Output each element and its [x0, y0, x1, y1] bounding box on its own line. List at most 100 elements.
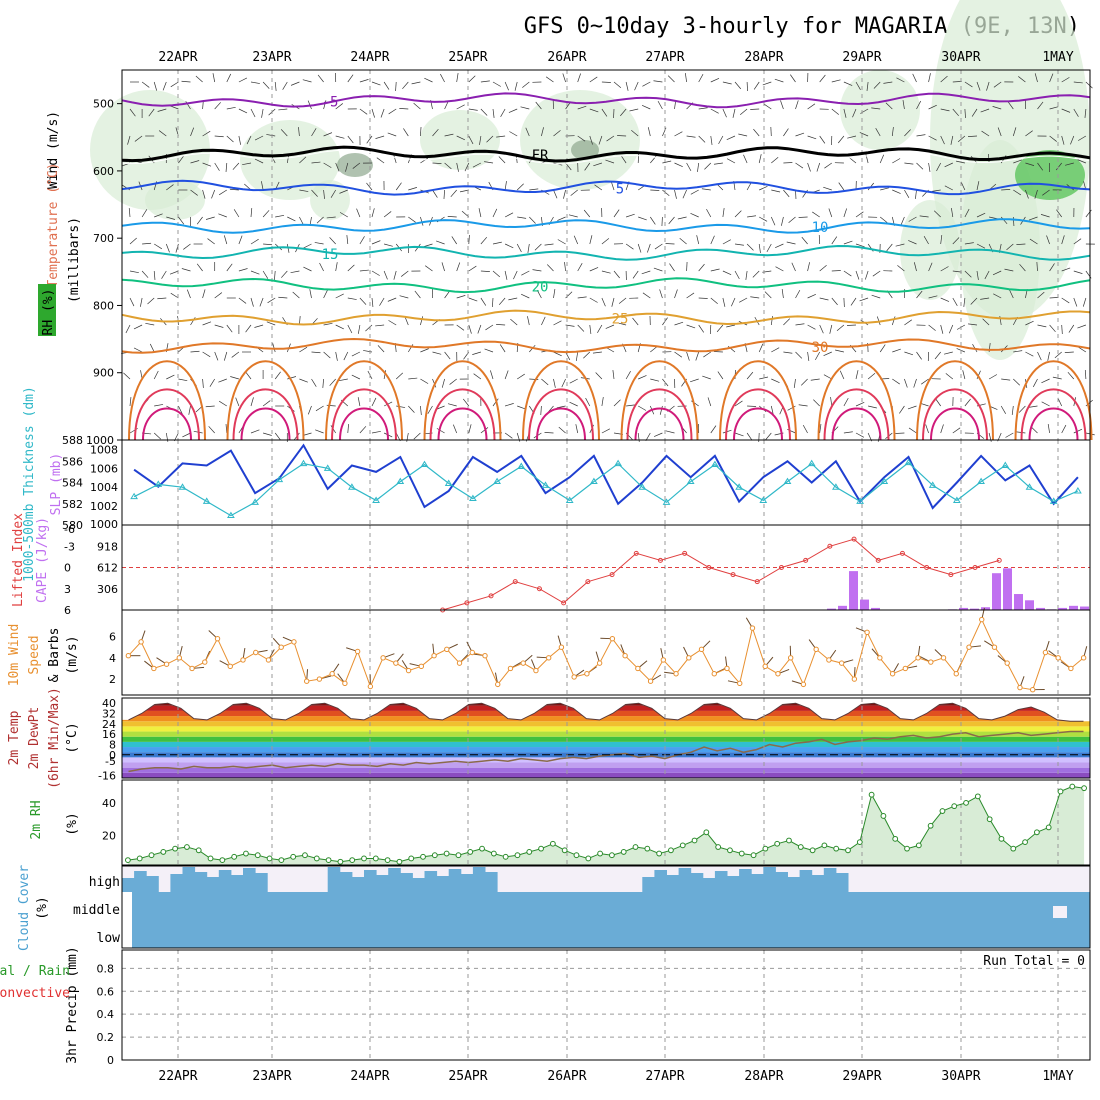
wind-tick: 4	[109, 652, 116, 665]
wind-barb	[928, 135, 937, 141]
wind-barb	[698, 135, 706, 143]
wind-barb	[196, 263, 203, 272]
wind-speed-marker	[469, 649, 475, 656]
wind-speed-marker	[864, 629, 870, 636]
rh-marker	[278, 857, 285, 863]
wind-barb	[504, 432, 513, 439]
wind-barb	[606, 135, 615, 142]
wind-barb	[795, 162, 804, 169]
wind-speed-marker	[418, 663, 425, 670]
wind-barb	[565, 351, 571, 361]
wind-barb	[145, 322, 155, 326]
wind-barb	[734, 270, 740, 280]
li-marker	[875, 557, 881, 563]
wind-barb	[134, 135, 143, 142]
wind-barb	[383, 211, 392, 218]
wind-barb	[468, 234, 470, 245]
rh-marker	[1045, 824, 1052, 831]
wind-barb	[752, 270, 760, 278]
wind-barb	[311, 378, 317, 387]
wind-speed-marker	[380, 655, 386, 661]
wind-barb	[1061, 235, 1065, 245]
wind-barb	[399, 295, 409, 299]
cloud-high-bar	[799, 870, 813, 892]
wind-barb	[1064, 351, 1074, 353]
wind-barb	[141, 270, 149, 278]
rh-marker	[538, 845, 544, 852]
wind-barb	[432, 351, 442, 355]
wind-barb	[1037, 162, 1044, 171]
cloud-high-bar	[122, 878, 135, 892]
wind-barb	[843, 397, 849, 407]
wind-barb	[546, 264, 554, 272]
wind-barb	[843, 270, 852, 277]
wind-barb	[420, 348, 429, 353]
dewpt-line	[128, 730, 1084, 773]
precip-legend-total: Total / Rain	[0, 964, 70, 979]
wind-barb	[1018, 405, 1026, 413]
wind-barb	[1061, 77, 1070, 83]
wind-barb	[319, 262, 324, 272]
slp-marker	[1074, 487, 1082, 494]
wind-barb	[758, 154, 762, 164]
wind-barb	[617, 322, 627, 326]
wind-barb	[964, 270, 972, 278]
wind-speed-marker	[291, 639, 297, 645]
wind-barb	[819, 74, 826, 83]
wind-barb	[190, 127, 195, 137]
rh-marker	[762, 845, 769, 852]
wind-barb	[229, 188, 239, 191]
wind-barb	[976, 270, 979, 280]
wind-speed-marker	[558, 644, 565, 650]
wind-barb	[157, 297, 167, 300]
wind-barb	[335, 135, 345, 139]
isotherm-label: 5	[616, 182, 624, 198]
slp-tick: 1006	[90, 462, 118, 475]
wind-barb	[879, 216, 888, 223]
wind-barb	[967, 135, 978, 137]
wind-barb	[746, 243, 754, 251]
wind-barb	[399, 108, 409, 110]
wind-barb	[427, 405, 433, 414]
wind-speed-marker	[138, 639, 144, 645]
wind-barb	[830, 397, 833, 407]
wind-ylabel-a: 10m Wind	[7, 624, 22, 687]
rh-marker	[632, 844, 639, 850]
wind-tick: 2	[109, 673, 116, 686]
wind-barb	[517, 373, 525, 380]
li-marker	[561, 600, 567, 606]
panel-frame	[121, 609, 1091, 696]
wind-barb	[1028, 405, 1038, 408]
wind-barb	[706, 208, 712, 218]
wind-barb	[819, 424, 822, 434]
wind-barb	[432, 162, 442, 164]
wind-barb	[153, 432, 162, 440]
wind-barb	[783, 318, 791, 326]
top-date-label: 27APR	[645, 50, 684, 65]
temp-ylabel-c: (6hr Min/Max)	[47, 687, 62, 789]
slp-marker	[759, 496, 768, 503]
wind-barb	[292, 291, 300, 299]
wind-barb	[823, 186, 832, 191]
wind-speed-marker	[902, 665, 909, 672]
li-line	[442, 538, 1000, 611]
wind-barb	[275, 214, 285, 218]
surface-isotherm	[922, 388, 988, 441]
slp-marker	[420, 460, 429, 468]
wind-barb	[226, 73, 232, 83]
wind-barb	[403, 128, 409, 137]
wind-barb	[783, 189, 790, 198]
cloud-high-bar	[218, 870, 232, 892]
wind-barb	[384, 243, 393, 247]
rh-marker	[408, 855, 415, 862]
li-marker	[924, 565, 930, 570]
cloud-high-bar	[714, 871, 728, 892]
cloud-high-bar	[485, 872, 498, 892]
wind-barb	[726, 158, 736, 164]
wind-barb	[770, 405, 774, 415]
wind-barb	[962, 370, 966, 380]
wind-ylabel-b: Speed	[27, 635, 42, 674]
slp-marker	[953, 496, 961, 503]
wind-barb	[182, 432, 191, 438]
slp-marker	[807, 459, 816, 467]
